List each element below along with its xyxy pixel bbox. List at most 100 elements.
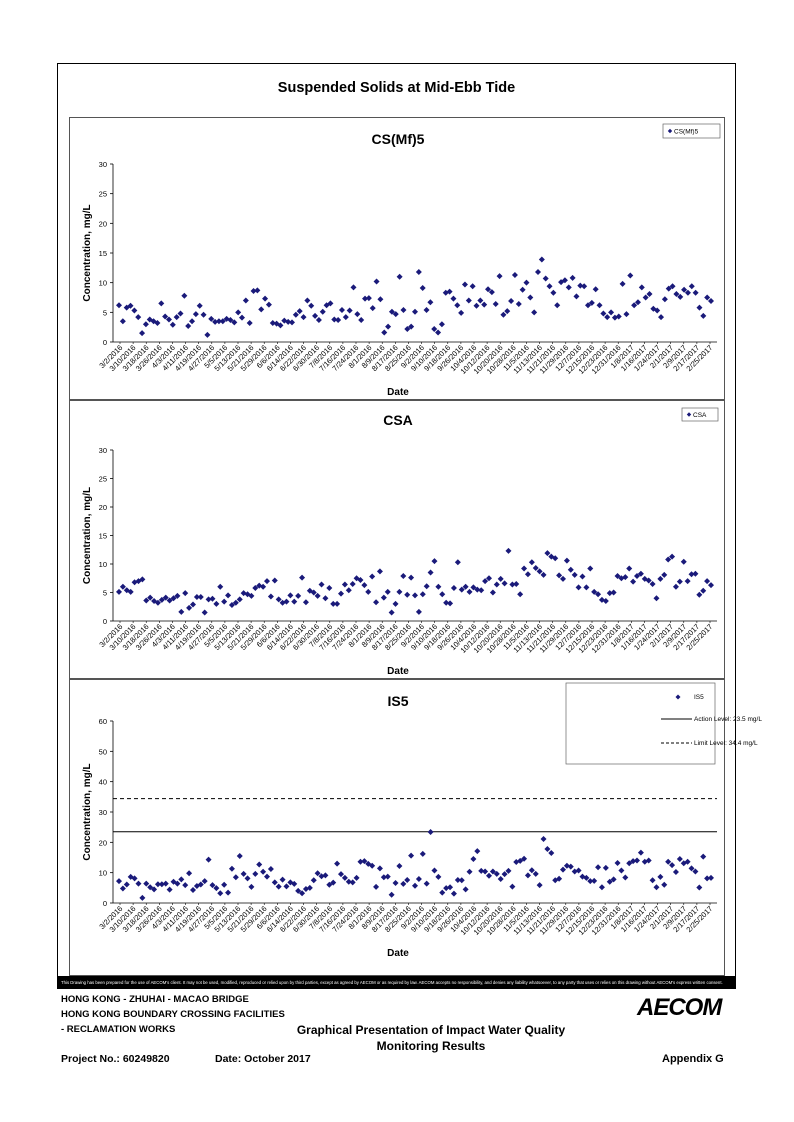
data-point bbox=[584, 302, 591, 309]
data-point bbox=[197, 881, 204, 888]
data-point bbox=[419, 285, 426, 292]
data-point bbox=[552, 555, 559, 562]
data-point bbox=[170, 595, 177, 602]
data-point bbox=[496, 273, 503, 280]
data-point bbox=[577, 282, 584, 289]
data-point bbox=[322, 595, 329, 602]
data-point bbox=[435, 329, 442, 336]
data-point bbox=[676, 578, 683, 585]
data-point bbox=[412, 882, 418, 889]
data-point bbox=[700, 587, 707, 594]
data-point bbox=[283, 883, 290, 890]
data-point bbox=[536, 882, 543, 889]
data-point bbox=[369, 573, 376, 580]
data-point bbox=[610, 876, 617, 883]
data-point bbox=[302, 886, 309, 893]
data-point bbox=[531, 309, 538, 316]
data-point bbox=[515, 301, 522, 308]
data-point bbox=[669, 283, 676, 290]
legend-box bbox=[681, 407, 719, 422]
data-point bbox=[602, 864, 609, 871]
data-point bbox=[427, 569, 434, 576]
y-axis-title: Concentration, mg/L bbox=[82, 204, 93, 301]
data-point bbox=[215, 318, 222, 325]
data-point bbox=[653, 595, 660, 602]
data-point bbox=[361, 858, 368, 865]
data-point bbox=[443, 885, 450, 892]
data-point bbox=[236, 852, 243, 859]
data-point bbox=[637, 570, 644, 577]
data-point bbox=[615, 313, 622, 320]
data-point bbox=[354, 311, 361, 318]
y-tick-label: 0 bbox=[103, 338, 107, 347]
data-point bbox=[548, 849, 555, 856]
data-point bbox=[634, 299, 641, 306]
data-point bbox=[544, 846, 551, 853]
data-point bbox=[189, 318, 196, 325]
x-axis-title: Date bbox=[387, 948, 409, 959]
y-tick-label: 0 bbox=[103, 617, 107, 626]
data-point bbox=[166, 886, 173, 893]
data-point bbox=[310, 877, 317, 884]
data-point bbox=[384, 873, 391, 880]
data-point bbox=[244, 875, 251, 882]
data-point bbox=[412, 592, 418, 599]
data-point bbox=[521, 855, 528, 862]
data-point bbox=[677, 293, 684, 300]
drawing-subtitle: Graphical Presentation of Impact Water Q… bbox=[286, 1022, 576, 1054]
data-point bbox=[454, 559, 461, 566]
data-point bbox=[119, 583, 126, 590]
data-point bbox=[600, 310, 607, 317]
data-point bbox=[295, 887, 302, 894]
data-point bbox=[143, 880, 150, 887]
data-point bbox=[669, 862, 676, 869]
data-point bbox=[362, 295, 369, 302]
data-point bbox=[265, 301, 272, 308]
data-point bbox=[193, 594, 200, 601]
data-point bbox=[501, 580, 508, 587]
data-point bbox=[342, 314, 349, 321]
chart-legend: CS(Mf)5 bbox=[662, 123, 721, 139]
data-point bbox=[569, 274, 576, 281]
data-point bbox=[614, 859, 621, 866]
data-point bbox=[201, 609, 208, 616]
data-point bbox=[681, 286, 688, 293]
data-point bbox=[174, 880, 181, 887]
legend-box bbox=[565, 682, 716, 765]
data-point bbox=[300, 314, 307, 321]
data-point bbox=[312, 312, 319, 319]
data-point bbox=[684, 578, 691, 585]
data-point bbox=[288, 319, 295, 326]
data-point bbox=[193, 883, 200, 890]
data-point bbox=[142, 321, 149, 328]
data-point bbox=[672, 583, 679, 590]
data-point bbox=[623, 311, 630, 318]
data-point bbox=[396, 862, 403, 869]
y-tick-label: 0 bbox=[103, 899, 107, 908]
data-point bbox=[275, 596, 282, 603]
data-point bbox=[209, 882, 216, 889]
data-point bbox=[404, 591, 411, 598]
data-point bbox=[400, 306, 407, 313]
data-point bbox=[591, 877, 598, 884]
data-point bbox=[154, 599, 161, 606]
data-point bbox=[423, 583, 430, 590]
data-point bbox=[554, 302, 561, 309]
data-point bbox=[571, 571, 578, 578]
data-point bbox=[523, 279, 530, 286]
data-point bbox=[435, 583, 442, 590]
data-point bbox=[439, 889, 446, 896]
y-tick-label: 60 bbox=[99, 717, 107, 726]
data-point bbox=[642, 294, 649, 301]
data-point bbox=[435, 873, 442, 880]
y-tick-label: 10 bbox=[99, 560, 107, 569]
data-point bbox=[567, 863, 574, 870]
y-tick-label: 30 bbox=[99, 160, 107, 169]
data-point bbox=[598, 884, 605, 891]
data-point bbox=[335, 317, 342, 324]
data-point bbox=[219, 318, 226, 325]
data-point bbox=[143, 597, 150, 604]
data-point bbox=[630, 858, 637, 865]
data-point bbox=[415, 608, 422, 615]
y-tick-label: 10 bbox=[99, 869, 107, 878]
